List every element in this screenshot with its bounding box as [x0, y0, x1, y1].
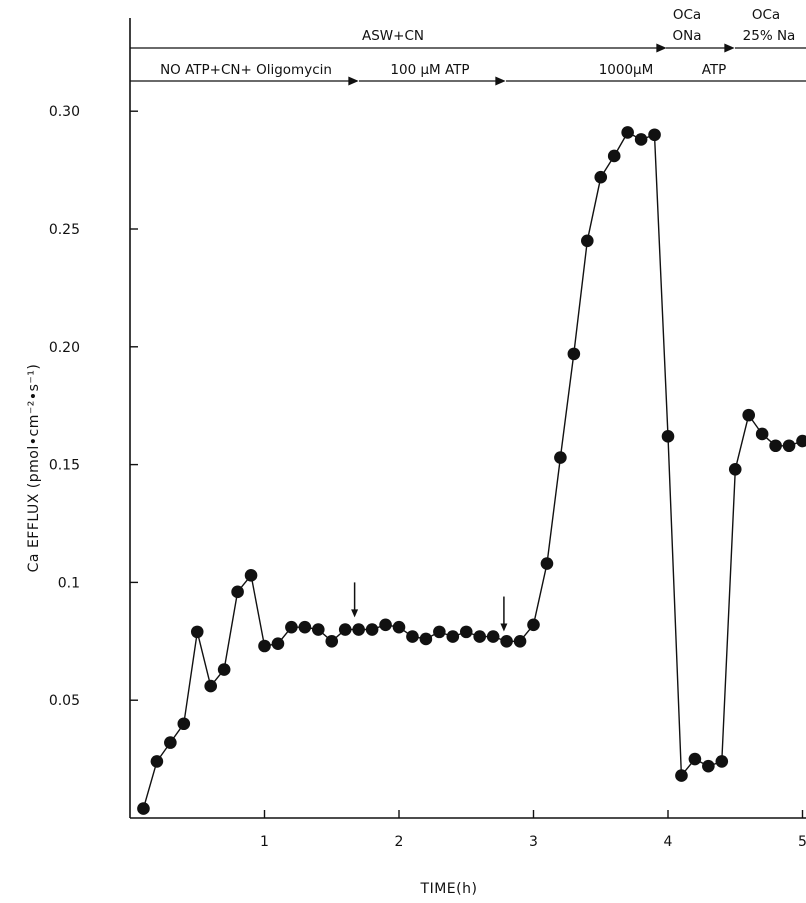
data-point	[419, 632, 433, 646]
data-point	[702, 759, 715, 773]
data-point	[446, 630, 460, 643]
data-point	[406, 630, 419, 643]
data-point	[338, 623, 352, 636]
y-tick-label: 0.20	[49, 340, 80, 356]
data-point	[782, 439, 796, 453]
down-arrow-icon	[500, 623, 508, 632]
x-tick-label: 4	[664, 834, 673, 850]
data-point	[177, 717, 191, 731]
data-point	[769, 439, 782, 453]
data-point	[634, 133, 648, 146]
condition-bars	[130, 43, 806, 86]
series-line	[142, 131, 803, 809]
data-point	[715, 755, 729, 768]
data-point	[567, 347, 581, 361]
marker-arrows	[351, 582, 508, 632]
data-point	[217, 663, 231, 676]
y-tick-label: 0.15	[49, 458, 80, 474]
data-point	[581, 234, 594, 248]
data-point	[486, 630, 500, 643]
annotation-zero-ca: OCa	[673, 7, 701, 23]
down-arrow-icon	[351, 609, 359, 618]
y-tick-label: 0.30	[49, 104, 80, 120]
x-tick-label: 1	[260, 834, 269, 850]
data-point	[473, 630, 487, 643]
annotation-zero-na: ONa	[673, 28, 702, 44]
data-point	[796, 434, 806, 448]
x-tick-label: 5	[798, 834, 806, 850]
x-axis-ticks: 1 2 3 4 5	[260, 810, 806, 850]
annotation-atp-1000: 1000μM	[599, 62, 654, 78]
data-point	[527, 618, 540, 632]
annotation-na-25: 25% Na	[743, 28, 796, 44]
atp-100-bar-arrowhead	[495, 76, 506, 86]
data-point	[204, 679, 217, 693]
data-point	[298, 620, 312, 634]
data-point	[150, 755, 164, 768]
data-point	[433, 625, 446, 639]
data-point	[554, 451, 567, 464]
data-point	[325, 635, 339, 648]
data-point	[661, 430, 675, 443]
data-point	[352, 623, 365, 636]
data-point	[190, 625, 204, 639]
data-point	[271, 637, 285, 650]
data-point	[164, 736, 177, 749]
y-tick-label: 0.05	[49, 693, 80, 709]
data-point	[594, 170, 608, 184]
data-point	[392, 620, 406, 634]
y-axis-ticks: 0.05 0.1 0.15 0.20 0.25 0.30	[49, 104, 138, 709]
data-point	[540, 557, 554, 570]
x-tick-label: 2	[395, 834, 404, 850]
data-point	[459, 625, 473, 639]
x-tick-label: 3	[529, 834, 538, 850]
data-point	[244, 569, 258, 582]
data-point	[607, 149, 621, 163]
data-point	[137, 802, 150, 815]
annotation-asw-cn: ASW+CN	[362, 28, 424, 44]
data-point	[500, 635, 513, 648]
y-tick-label: 0.25	[49, 222, 80, 238]
data-point	[258, 639, 271, 653]
data-point	[513, 635, 527, 648]
data-point	[621, 126, 634, 139]
zero-na-bar-arrowhead	[724, 43, 735, 53]
data-point	[365, 623, 379, 636]
data-point	[379, 618, 392, 632]
no-atp-bar-arrowhead	[348, 76, 359, 86]
x-axis-title: TIME(h)	[420, 881, 478, 897]
data-point	[648, 128, 661, 142]
data-point	[285, 620, 298, 634]
data-point	[675, 769, 688, 782]
annotation-atp-100: 100 μM ATP	[390, 62, 469, 78]
data-point	[742, 408, 755, 422]
annotation-no-atp: NO ATP+CN+ Oligomycin	[160, 62, 332, 78]
annotation-atp: ATP	[702, 62, 727, 78]
data-point	[231, 585, 244, 599]
y-tick-label: 0.1	[58, 575, 80, 591]
data-point	[755, 427, 769, 441]
asw-cn-bar-arrowhead	[656, 43, 667, 53]
annotation-zero-ca-2: OCa	[752, 7, 780, 23]
y-axis-title: Ca EFFLUX (pmol•cm⁻²•s⁻¹)	[26, 364, 42, 573]
series-layer	[137, 126, 806, 815]
data-point	[728, 463, 742, 476]
data-point	[312, 623, 325, 636]
data-point	[688, 752, 702, 766]
